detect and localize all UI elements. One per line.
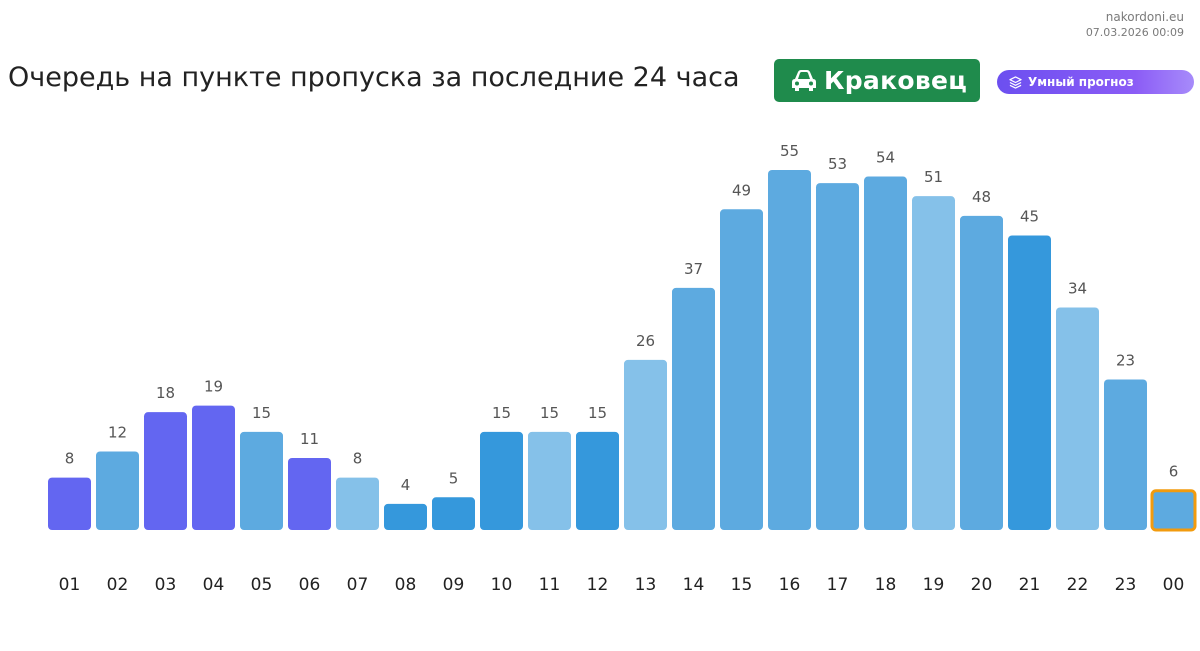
bar-12: [576, 431, 619, 530]
layers-icon: [1009, 75, 1022, 89]
bar-11: [528, 431, 571, 530]
value-label-06: 11: [300, 430, 319, 448]
value-label-15: 49: [732, 181, 751, 199]
bar-22: [1056, 307, 1099, 530]
value-label-02: 12: [108, 423, 127, 441]
bar-03: [144, 412, 187, 530]
bar-01: [48, 477, 91, 530]
value-label-14: 37: [684, 260, 703, 278]
x-tick-06: 06: [299, 575, 321, 595]
value-label-13: 26: [636, 332, 655, 350]
bar-05: [240, 431, 283, 530]
x-tick-04: 04: [203, 575, 225, 595]
bar-06: [288, 458, 331, 530]
bar-16: [768, 170, 811, 530]
x-tick-19: 19: [923, 575, 945, 595]
value-label-04: 19: [204, 378, 223, 396]
bar-08: [384, 503, 427, 530]
x-tick-18: 18: [875, 575, 897, 595]
bar-09: [432, 497, 475, 530]
bar-10: [480, 431, 523, 530]
bar-13: [624, 359, 667, 530]
page-title: Очередь на пункте пропуска за последние …: [8, 62, 740, 93]
value-label-07: 8: [353, 450, 363, 468]
value-label-22: 34: [1068, 279, 1087, 297]
bar-15: [720, 209, 763, 531]
smart-forecast-label: Умный прогноз: [1028, 75, 1134, 89]
x-tick-23: 23: [1115, 575, 1137, 595]
x-tick-17: 17: [827, 575, 849, 595]
x-tick-11: 11: [539, 575, 561, 595]
site-info: nakordoni.eu 07.03.2026 00:09: [1086, 9, 1184, 41]
bar-18: [864, 176, 907, 530]
checkpoint-badge: Краковец: [774, 59, 980, 102]
value-label-01: 8: [65, 450, 75, 468]
x-tick-14: 14: [683, 575, 705, 595]
x-tick-12: 12: [587, 575, 609, 595]
bar-20: [960, 215, 1003, 530]
x-tick-00: 00: [1163, 575, 1185, 595]
smart-forecast-button[interactable]: Умный прогноз: [997, 70, 1194, 94]
bar-04: [192, 405, 235, 530]
x-tick-07: 07: [347, 575, 369, 595]
checkpoint-name: Краковец: [824, 66, 968, 95]
x-tick-21: 21: [1019, 575, 1041, 595]
site-name: nakordoni.eu: [1105, 10, 1184, 24]
value-label-23: 23: [1116, 351, 1135, 369]
bar-14: [672, 287, 715, 530]
value-label-17: 53: [828, 155, 847, 173]
report-datetime: 07.03.2026 00:09: [1085, 26, 1184, 39]
bar-19: [912, 196, 955, 530]
x-tick-10: 10: [491, 575, 513, 595]
x-tick-16: 16: [779, 575, 801, 595]
value-label-11: 15: [540, 404, 559, 422]
x-tick-13: 13: [635, 575, 657, 595]
value-label-10: 15: [492, 404, 511, 422]
x-tick-03: 03: [155, 575, 177, 595]
value-label-12: 15: [588, 404, 607, 422]
x-tick-09: 09: [443, 575, 465, 595]
value-label-05: 15: [252, 404, 271, 422]
x-tick-05: 05: [251, 575, 273, 595]
car-icon: [792, 69, 816, 91]
value-label-21: 45: [1020, 207, 1039, 225]
value-label-18: 54: [876, 149, 895, 167]
value-label-19: 51: [924, 168, 943, 186]
bar-17: [816, 183, 859, 530]
bar-07: [336, 477, 379, 530]
x-tick-20: 20: [971, 575, 993, 595]
x-tick-08: 08: [395, 575, 417, 595]
bar-21: [1008, 235, 1051, 531]
value-label-20: 48: [972, 188, 991, 206]
x-tick-22: 22: [1067, 575, 1089, 595]
value-label-16: 55: [780, 142, 799, 160]
bar-00: [1150, 489, 1197, 532]
x-tick-02: 02: [107, 575, 129, 595]
x-tick-15: 15: [731, 575, 753, 595]
bar-23: [1104, 379, 1147, 530]
bar-02: [96, 451, 139, 530]
x-tick-01: 01: [59, 575, 81, 595]
value-label-09: 5: [449, 469, 459, 487]
value-label-03: 18: [156, 384, 175, 402]
value-label-08: 4: [401, 476, 411, 494]
value-label-00: 6: [1169, 463, 1179, 481]
